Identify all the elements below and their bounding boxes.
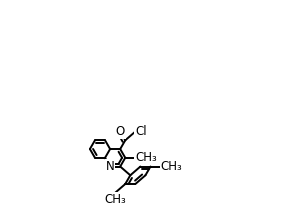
Text: CH₃: CH₃ (135, 151, 157, 164)
Text: O: O (116, 125, 125, 138)
Text: Cl: Cl (135, 125, 147, 138)
Text: N: N (106, 160, 114, 173)
Text: CH₃: CH₃ (104, 193, 126, 206)
Text: CH₃: CH₃ (161, 160, 182, 173)
